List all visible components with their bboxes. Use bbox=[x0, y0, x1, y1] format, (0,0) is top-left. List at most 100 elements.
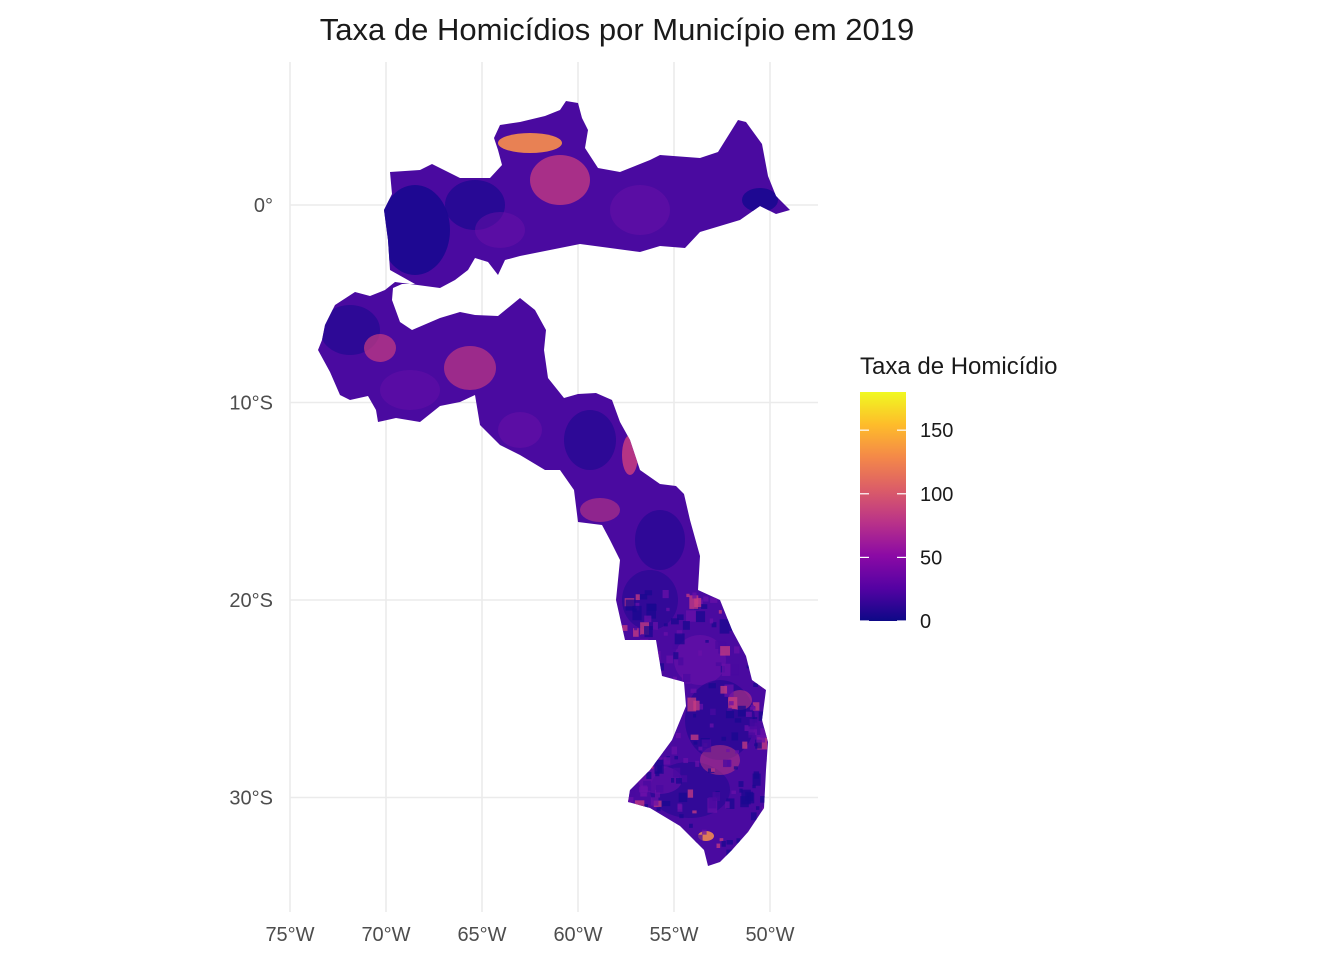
municipality-patch bbox=[734, 646, 740, 654]
municipality-patch bbox=[642, 678, 646, 683]
municipality-patch bbox=[719, 619, 730, 634]
municipality-patch bbox=[637, 722, 645, 731]
municipality-patch bbox=[731, 732, 739, 741]
municipality-patch bbox=[720, 646, 731, 656]
municipality-patch bbox=[650, 732, 656, 736]
municipality-patch bbox=[687, 789, 694, 798]
municipality-patch bbox=[686, 610, 696, 622]
municipality-patch bbox=[661, 683, 667, 690]
municipality-patch bbox=[752, 773, 761, 786]
legend-breaks: 0 50 100 150 bbox=[860, 420, 953, 633]
municipality-patch bbox=[624, 724, 631, 732]
municipality-patch bbox=[656, 785, 664, 793]
municipality-patch bbox=[693, 713, 697, 718]
municipality-patch bbox=[687, 697, 697, 712]
municipality-patch bbox=[733, 766, 738, 770]
municipality-patch bbox=[725, 710, 735, 719]
municipality-patch bbox=[686, 848, 691, 853]
municipality-patch bbox=[726, 748, 730, 753]
municipality-patch bbox=[667, 837, 673, 842]
municipality-patch bbox=[656, 807, 661, 812]
land-mass bbox=[318, 101, 790, 866]
municipality-patch bbox=[679, 775, 688, 783]
municipality-patch bbox=[654, 814, 659, 817]
municipality-patch bbox=[692, 592, 697, 599]
municipality-patch bbox=[657, 698, 665, 705]
municipality-patch bbox=[731, 625, 737, 633]
municipality-patch bbox=[758, 635, 763, 641]
municipality-patch bbox=[710, 768, 715, 772]
municipality-patch bbox=[663, 757, 671, 765]
legend: Taxa de Homicídio 0 50 100 150 bbox=[860, 353, 1057, 633]
municipality-patch bbox=[701, 604, 708, 609]
y-tick-label: 20°S bbox=[229, 590, 273, 612]
municipality-patch bbox=[380, 185, 450, 275]
municipality-patch bbox=[695, 760, 700, 767]
municipality-patch bbox=[662, 590, 669, 599]
municipality-patch bbox=[498, 133, 562, 153]
municipality-patch bbox=[745, 711, 752, 717]
municipality-patch bbox=[745, 639, 750, 645]
municipality-patch bbox=[646, 603, 657, 619]
municipality-patch bbox=[726, 840, 733, 845]
y-axis-ticks: 0° 10°S 20°S 30°S bbox=[229, 195, 273, 810]
municipality-patch bbox=[646, 771, 652, 780]
municipality-patch bbox=[736, 851, 744, 860]
municipality-patch bbox=[739, 788, 743, 793]
municipality-patch bbox=[666, 655, 673, 664]
municipality-patch bbox=[671, 696, 679, 703]
x-tick-label: 60°W bbox=[553, 924, 602, 946]
municipality-patch bbox=[682, 673, 691, 683]
municipality-patch bbox=[648, 765, 654, 769]
municipality-patch bbox=[709, 618, 714, 624]
municipality-patch bbox=[748, 807, 753, 811]
municipality-patch bbox=[738, 594, 748, 603]
legend-break-label: 100 bbox=[920, 484, 953, 506]
municipality-patch bbox=[664, 846, 672, 852]
x-tick-label: 50°W bbox=[745, 924, 794, 946]
municipality-patch bbox=[747, 830, 757, 842]
municipality-patch bbox=[639, 638, 649, 652]
municipality-patch bbox=[635, 510, 685, 570]
municipality-patch bbox=[710, 708, 716, 716]
municipality-patch bbox=[755, 739, 762, 749]
municipality-patch bbox=[682, 621, 690, 630]
municipality-patch bbox=[624, 650, 635, 656]
municipality-patch bbox=[622, 435, 638, 475]
municipality-patch bbox=[729, 701, 734, 706]
municipality-patch bbox=[364, 334, 396, 362]
municipality-patch bbox=[748, 732, 755, 738]
municipality-patch bbox=[622, 625, 628, 631]
municipality-patch bbox=[721, 663, 731, 676]
municipality-patch bbox=[726, 798, 735, 809]
municipality-patch bbox=[692, 810, 697, 814]
municipality-patch bbox=[673, 652, 679, 660]
municipality-patch bbox=[742, 619, 748, 624]
municipality-patch bbox=[651, 656, 658, 662]
municipality-patch bbox=[726, 849, 734, 857]
municipality-patch bbox=[761, 630, 767, 635]
municipality-patch bbox=[677, 614, 684, 620]
municipality-patch bbox=[676, 777, 682, 784]
legend-break-label: 0 bbox=[920, 611, 931, 633]
municipality-patch bbox=[763, 677, 770, 685]
municipality-patch bbox=[663, 846, 673, 853]
municipality-patch bbox=[657, 765, 662, 773]
municipality-patch bbox=[695, 611, 706, 623]
municipality-patch bbox=[678, 792, 688, 803]
municipality-patch bbox=[646, 641, 652, 650]
municipality-patch bbox=[748, 726, 758, 736]
municipality-patch bbox=[636, 719, 643, 723]
x-tick-label: 70°W bbox=[361, 924, 410, 946]
municipality-patch bbox=[640, 634, 645, 639]
municipality-patch bbox=[674, 755, 679, 760]
municipality-patch bbox=[638, 594, 648, 600]
y-tick-label: 0° bbox=[254, 195, 273, 217]
municipality-patch bbox=[738, 781, 744, 787]
municipality-patch bbox=[725, 801, 730, 809]
municipality-patch bbox=[746, 665, 750, 669]
municipality-patch bbox=[623, 735, 632, 748]
municipality-patch bbox=[715, 662, 722, 667]
municipality-patch bbox=[751, 635, 755, 640]
x-tick-label: 65°W bbox=[457, 924, 506, 946]
